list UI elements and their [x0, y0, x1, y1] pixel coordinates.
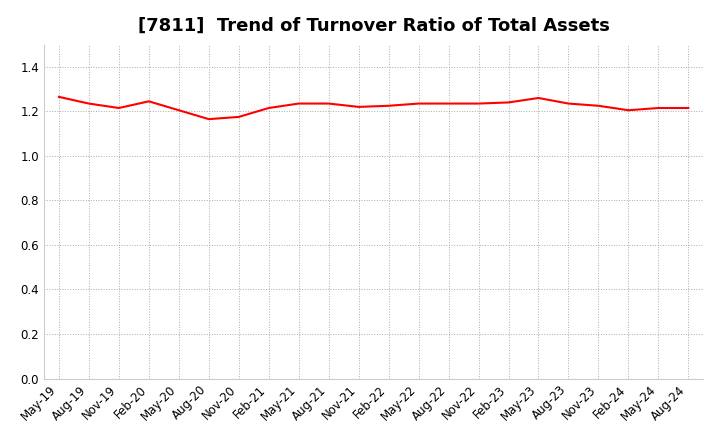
Title: [7811]  Trend of Turnover Ratio of Total Assets: [7811] Trend of Turnover Ratio of Total … — [138, 17, 610, 35]
